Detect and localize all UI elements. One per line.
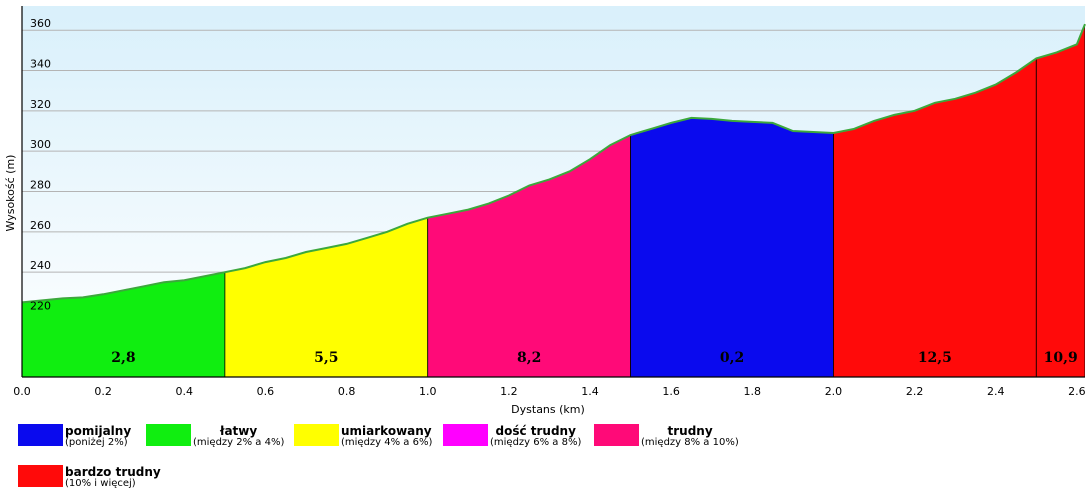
legend-swatch: [18, 465, 63, 487]
segment-gradient-label: 5,5: [314, 350, 338, 366]
tick-labels: 220 240 260 280 300 320 340 360 0.0 0.2 0.4 0.6 0.8 1…: [13, 17, 1085, 398]
legend-item: dość trudny (między 6% a 8%): [443, 418, 593, 458]
segment-gradient-label: 0,2: [720, 350, 744, 366]
legend-swatch: [294, 424, 339, 446]
legend-range: (10% i więcej): [65, 478, 136, 489]
legend-label: łatwy: [220, 424, 258, 438]
segment-gradient-label: 10,9: [1044, 350, 1078, 366]
segment-gradient-label: 2,8: [111, 350, 135, 366]
legend-swatch: [594, 424, 639, 446]
segment-area: [630, 117, 834, 377]
y-tick-label: 340: [30, 58, 51, 71]
segment-gradient-label: 8,2: [517, 350, 541, 366]
legend-swatch: [18, 424, 63, 446]
segment-gradient-label: 12,5: [918, 350, 952, 366]
legend-item: trudny (między 8% a 10%): [594, 418, 744, 458]
legend-label: pomijalny: [65, 424, 132, 438]
x-tick-label: 0.4: [176, 385, 194, 398]
legend-item: umiarkowany (między 4% a 6%): [294, 418, 444, 458]
x-axis-label: Dystans (km): [511, 403, 585, 416]
legend-swatch: [146, 424, 191, 446]
legend-swatch: [443, 424, 488, 446]
legend-range: (między 4% a 6%): [341, 437, 433, 448]
segment-area: [1035, 23, 1085, 377]
profile-line: [21, 23, 1086, 304]
profile-outline: [21, 23, 1086, 304]
legend-label: bardzo trudny: [65, 465, 161, 479]
y-tick-label: 220: [30, 299, 51, 312]
legend-label: umiarkowany: [341, 424, 432, 438]
legend: pomijalny (poniżej 2%) łatwy (między 2% a 4…: [0, 418, 1087, 495]
legend-range: (między 6% a 8%): [490, 437, 582, 448]
legend-range: (między 8% a 10%): [641, 437, 739, 448]
x-tick-label: 1.4: [581, 385, 599, 398]
x-tick-label: 0.6: [257, 385, 275, 398]
y-tick-label: 260: [30, 219, 51, 232]
axes: [21, 6, 1085, 378]
y-tick-label: 320: [30, 98, 51, 111]
x-tick-label: 2.4: [987, 385, 1005, 398]
x-tick-label: 2.2: [906, 385, 924, 398]
y-tick-label: 360: [30, 17, 51, 30]
x-tick-label: 2.6: [1068, 385, 1086, 398]
legend-item: łatwy (między 2% a 4%): [146, 418, 296, 458]
legend-item: bardzo trudny (10% i więcej): [18, 459, 168, 499]
legend-label: trudny: [667, 424, 713, 438]
x-tick-label: 0.2: [94, 385, 112, 398]
x-tick-label: 1.2: [500, 385, 518, 398]
y-tick-label: 300: [30, 138, 51, 151]
x-tick-label: 0.8: [338, 385, 356, 398]
legend-range: (poniżej 2%): [65, 437, 128, 448]
x-tick-label: 2.0: [825, 385, 843, 398]
legend-range: (między 2% a 4%): [193, 437, 285, 448]
y-tick-label: 280: [30, 179, 51, 192]
legend-item: pomijalny (poniżej 2%): [18, 418, 168, 458]
segment-labels: 2,8 5,5 8,2 0,2 12,5 10,9: [111, 350, 1077, 366]
x-tick-label: 1.8: [744, 385, 762, 398]
x-tick-label: 0.0: [13, 385, 31, 398]
x-tick-label: 1.6: [662, 385, 680, 398]
y-axis-label: Wysokość (m): [4, 155, 17, 232]
x-tick-label: 1.0: [419, 385, 437, 398]
legend-label: dość trudny: [495, 424, 576, 438]
y-tick-label: 240: [30, 259, 51, 272]
elevation-chart: 2,8 5,5 8,2 0,2 12,5 10,9 220 240 260 280 300 320 3…: [4, 6, 1086, 416]
